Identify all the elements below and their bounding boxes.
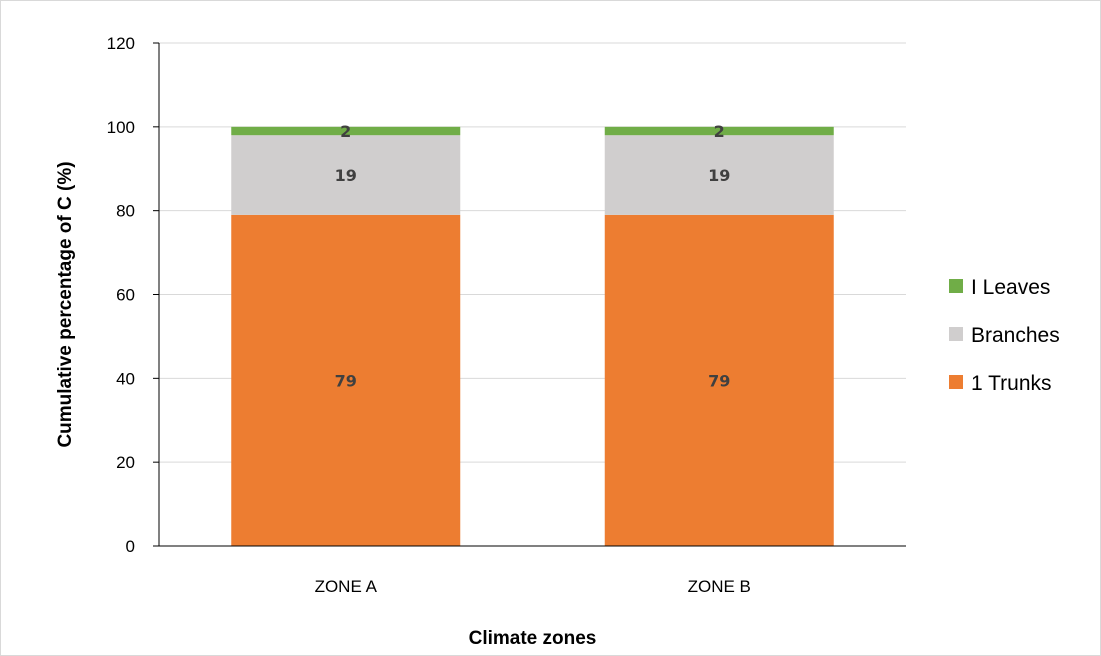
bar-branches-1 [231, 135, 461, 215]
bar-trunks-2 [604, 214, 834, 546]
y-tick-label: 80 [116, 202, 135, 221]
data-label-leaves: 2 [340, 122, 351, 141]
legend-swatch-trunks [949, 375, 963, 389]
legend-swatch-leaves [949, 279, 963, 293]
y-tick-label: 20 [116, 453, 135, 472]
legend-label-branches: Branches [971, 324, 1060, 347]
y-tick-label: 60 [116, 286, 135, 305]
axes: 0 20 40 60 80 100 120 ZONE A ZONE B [107, 34, 906, 596]
y-tick-label: 0 [126, 537, 135, 556]
data-labels: 79 19 2 79 19 2 [335, 122, 731, 390]
y-tick-label: 40 [116, 369, 135, 388]
x-tick-label: ZONE A [315, 577, 378, 596]
x-tick-label: ZONE B [688, 577, 751, 596]
y-axis-title: Cumulative percentage of C (%) [55, 161, 76, 447]
data-label-branches: 19 [708, 166, 730, 185]
data-label-leaves: 2 [714, 122, 725, 141]
bar-leaves-1 [231, 126, 461, 136]
legend-swatch-branches [949, 327, 963, 341]
y-tick-label: 120 [107, 34, 135, 53]
data-label-branches: 19 [335, 166, 357, 185]
y-tick-label: 100 [107, 118, 135, 137]
bar-trunks-1 [231, 214, 461, 546]
bar-leaves-2 [604, 126, 834, 136]
x-axis-title: Climate zones [469, 628, 597, 649]
data-label-trunks: 79 [335, 371, 357, 390]
bar-branches-2 [604, 135, 834, 215]
legend-label-trunks: 1 Trunks [971, 372, 1052, 395]
bars [231, 126, 834, 546]
legend-label-leaves: I Leaves [971, 276, 1050, 299]
legend: I Leaves Branches 1 Trunks [949, 276, 1060, 395]
data-label-trunks: 79 [708, 371, 730, 390]
